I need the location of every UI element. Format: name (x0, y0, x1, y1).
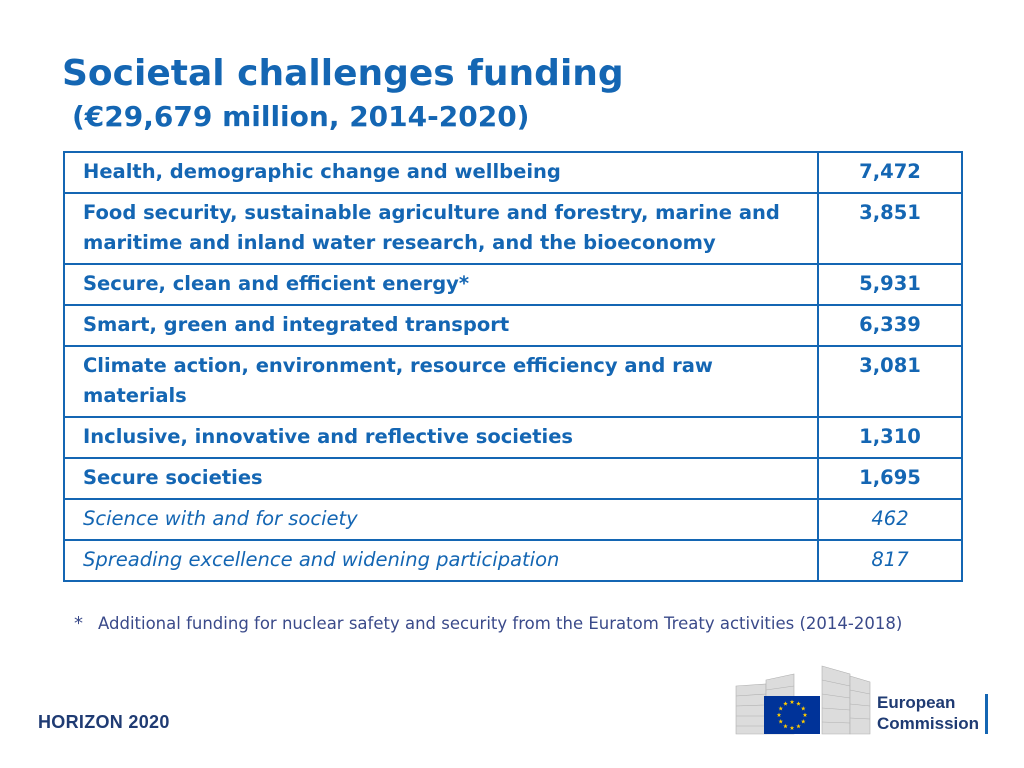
table-row: Secure, clean and efficient energy* 5,93… (63, 263, 963, 306)
eu-star-icon (789, 725, 795, 730)
challenge-label: Inclusive, innovative and reflective soc… (63, 416, 819, 459)
eu-star-icon (802, 712, 808, 717)
eu-star-icon (800, 706, 806, 711)
challenge-label: Health, demographic change and wellbeing (63, 151, 819, 194)
eu-star-icon (800, 719, 806, 724)
table-row: Science with and for society 462 (63, 498, 963, 541)
horizon-2020-logo: HORIZON 2020 (38, 712, 170, 732)
challenge-value: 3,081 (817, 345, 963, 418)
challenge-label: Climate action, environment, resource ef… (63, 345, 819, 418)
eu-star-icon (783, 701, 788, 706)
table-row: Climate action, environment, resource ef… (63, 345, 963, 418)
challenge-value: 817 (817, 539, 963, 582)
page-subtitle: (€29,679 million, 2014-2020) (72, 100, 530, 133)
challenge-label: Secure societies (63, 457, 819, 500)
challenge-value: 5,931 (817, 263, 963, 306)
eu-star-icon (778, 719, 784, 724)
eu-star-icon (796, 701, 801, 706)
challenge-value: 462 (817, 498, 963, 541)
eu-star-icon (796, 723, 801, 729)
table-row: Secure societies 1,695 (63, 457, 963, 500)
logo-divider-bar (985, 694, 988, 734)
table-row: Food security, sustainable agriculture a… (63, 192, 963, 265)
challenge-label: Spreading excellence and widening partic… (63, 539, 819, 582)
eu-star-icon (778, 706, 784, 711)
eu-star-icon (783, 723, 788, 729)
challenge-value: 1,695 (817, 457, 963, 500)
footnote-asterisk: * (74, 613, 83, 634)
table-row: Inclusive, innovative and reflective soc… (63, 416, 963, 459)
footnote-text: Additional funding for nuclear safety an… (98, 614, 903, 633)
wordmark-line2: Commission (877, 714, 980, 733)
challenge-label: Secure, clean and efficient energy* (63, 263, 819, 306)
challenge-value: 6,339 (817, 304, 963, 347)
footnote: * Additional funding for nuclear safety … (74, 612, 974, 636)
european-commission-logo (735, 665, 871, 735)
challenge-value: 3,851 (817, 192, 963, 265)
eu-star-icon (776, 712, 782, 717)
table-row: Spreading excellence and widening partic… (63, 539, 963, 582)
challenge-value: 7,472 (817, 151, 963, 194)
table-row: Health, demographic change and wellbeing… (63, 151, 963, 194)
wordmark-line1: European (877, 693, 956, 712)
funding-table: Health, demographic change and wellbeing… (63, 151, 963, 582)
table-row: Smart, green and integrated transport 6,… (63, 304, 963, 347)
challenge-label: Science with and for society (63, 498, 819, 541)
eu-flag-icon (764, 696, 820, 734)
challenge-label: Food security, sustainable agriculture a… (63, 192, 819, 265)
challenge-label: Smart, green and integrated transport (63, 304, 819, 347)
page-title: Societal challenges funding (62, 53, 624, 94)
european-commission-wordmark: European Commission (877, 692, 979, 734)
eu-star-icon (789, 699, 795, 704)
challenge-value: 1,310 (817, 416, 963, 459)
